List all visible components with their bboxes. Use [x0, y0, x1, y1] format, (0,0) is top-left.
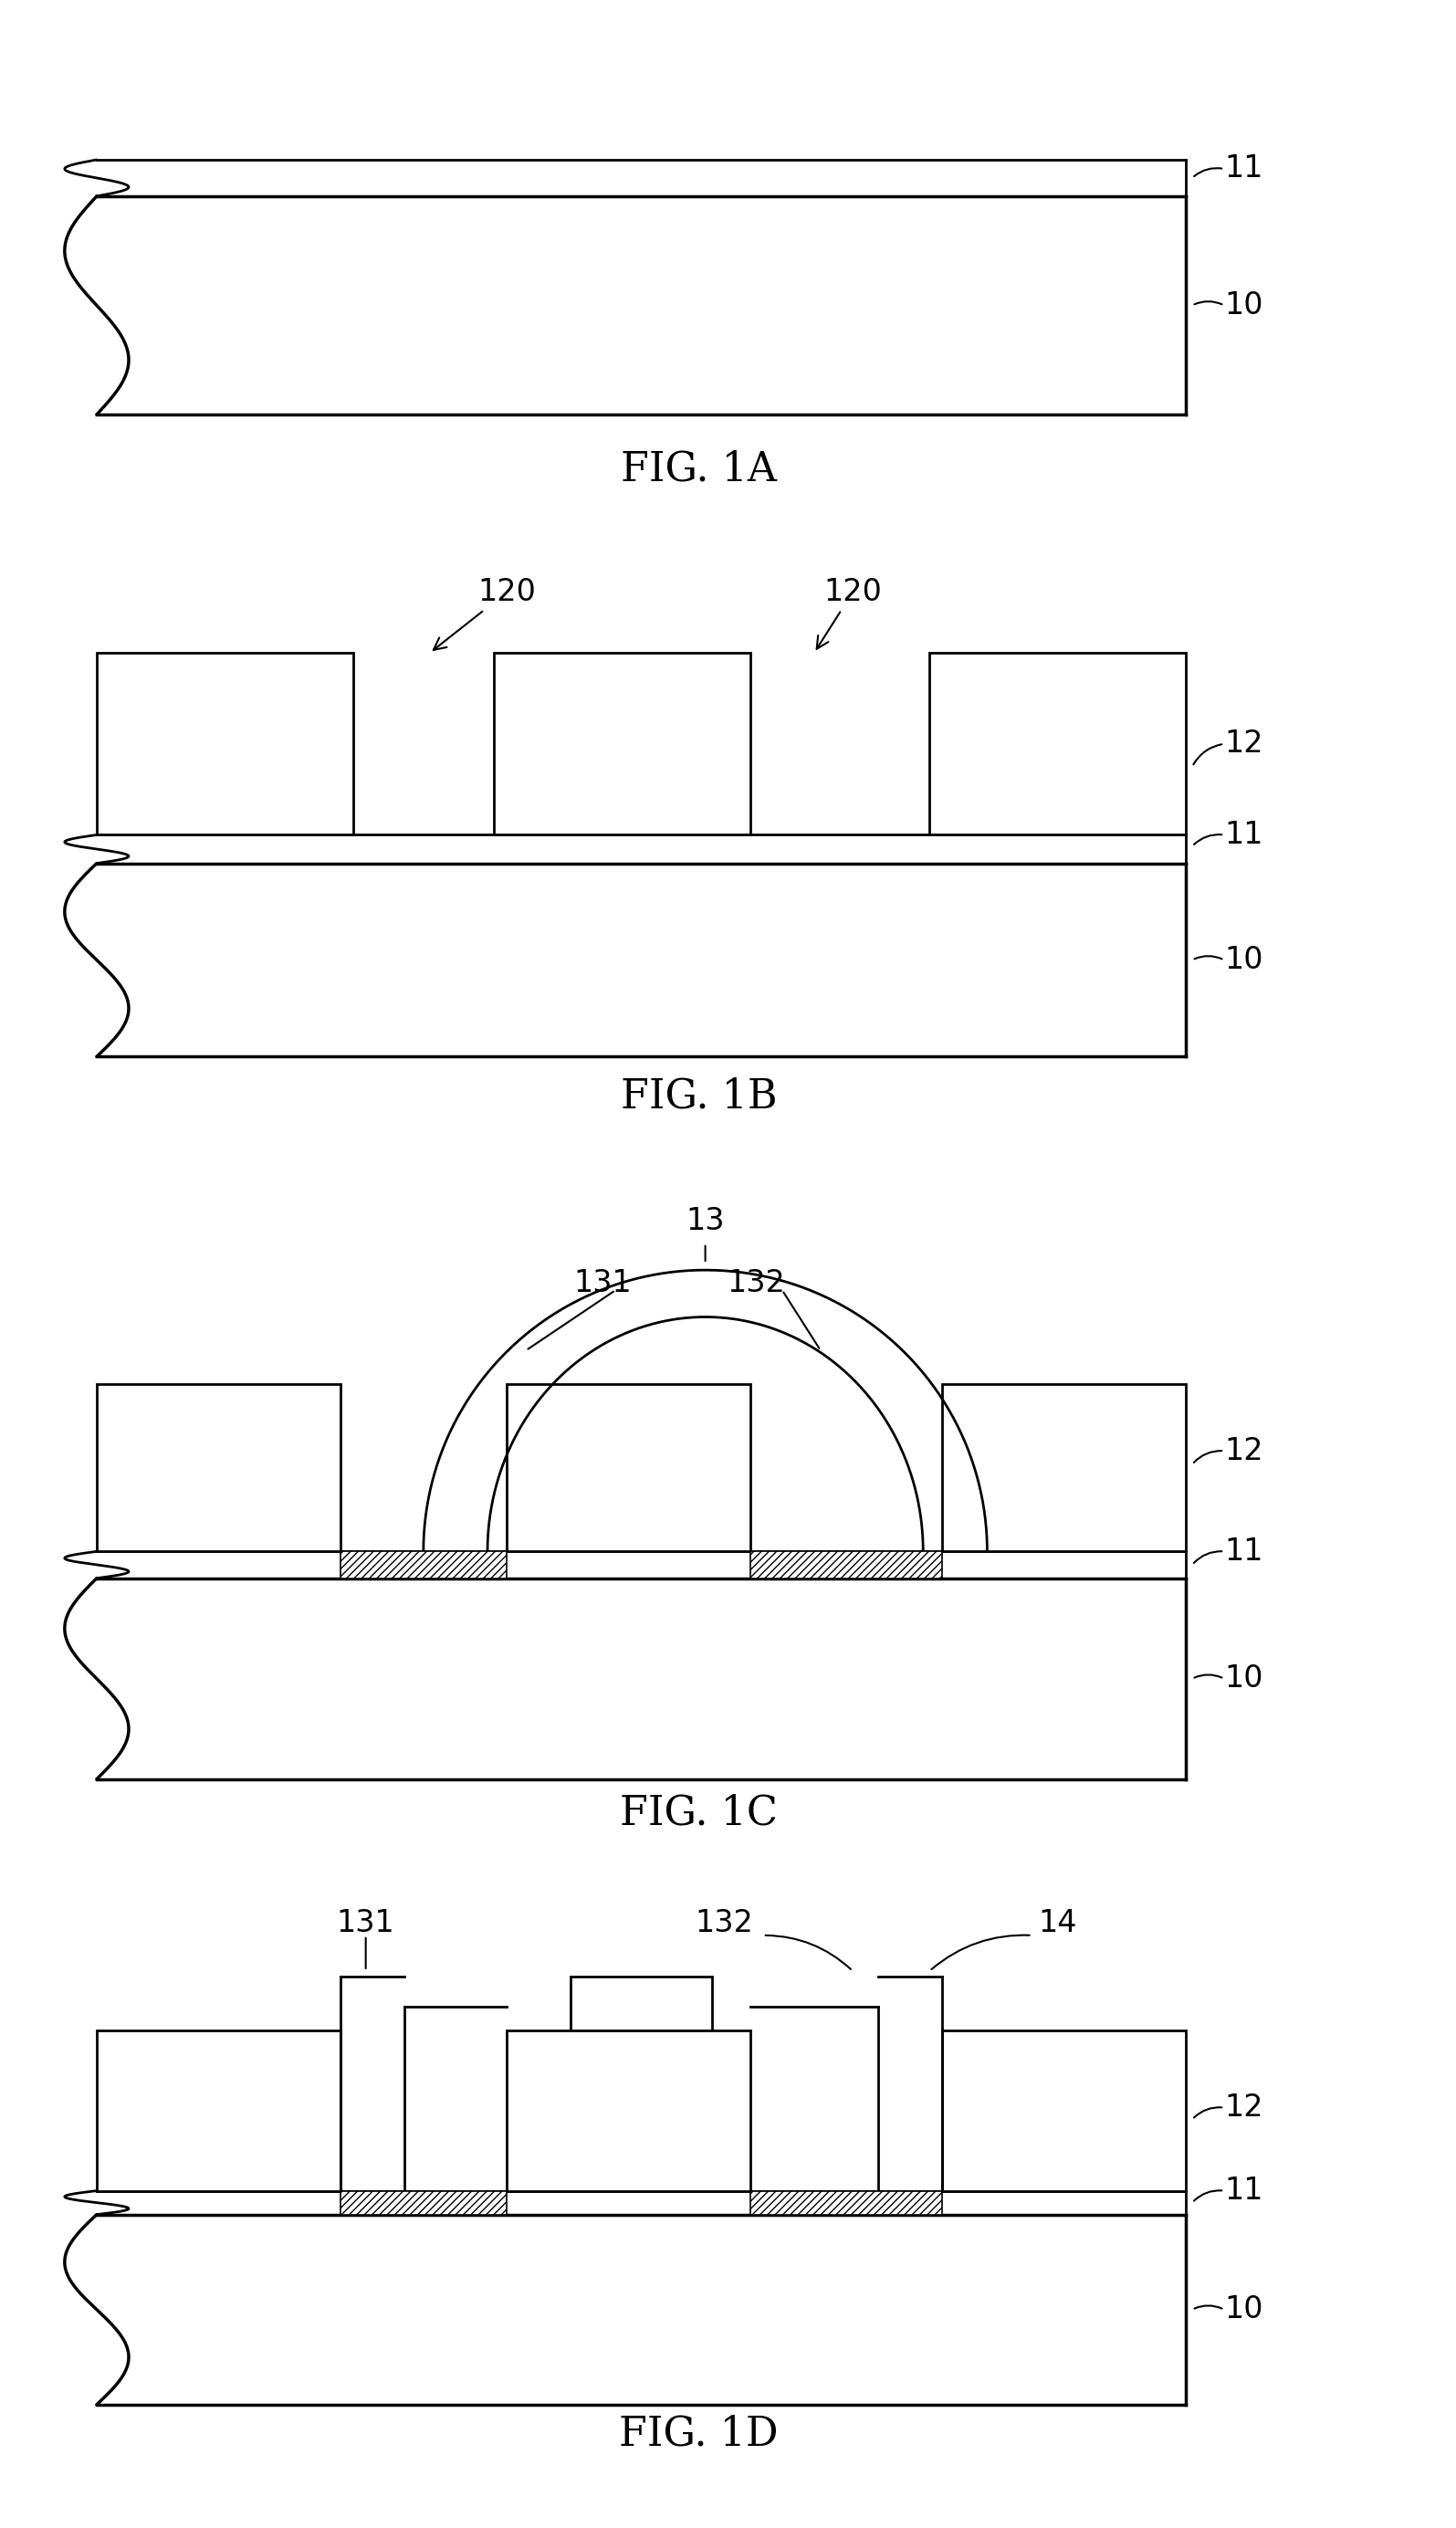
Text: 12: 12: [1224, 2093, 1264, 2124]
Bar: [494, 652, 750, 834]
Text: 11: 11: [1224, 819, 1262, 849]
Bar: [96, 1383, 341, 1552]
Text: 131: 131: [336, 1909, 395, 1939]
Text: 13: 13: [686, 1206, 725, 1236]
Text: 10: 10: [1224, 291, 1262, 321]
Bar: [571, 1977, 712, 2030]
Bar: [929, 652, 1185, 834]
Bar: [507, 1383, 750, 1552]
Text: FIG. 1D: FIG. 1D: [619, 2414, 779, 2455]
Bar: [96, 652, 352, 834]
Text: 132: 132: [728, 1269, 786, 1299]
Text: 10: 10: [1224, 1663, 1262, 1694]
Text: 11: 11: [1224, 1537, 1262, 1567]
Bar: [341, 1552, 507, 1577]
Text: 11: 11: [1224, 154, 1262, 185]
Text: 131: 131: [574, 1269, 632, 1299]
Text: FIG. 1B: FIG. 1B: [620, 1077, 778, 1117]
Text: FIG. 1A: FIG. 1A: [620, 450, 778, 488]
Bar: [942, 1383, 1185, 1552]
Bar: [750, 1552, 942, 1577]
Bar: [507, 2030, 750, 2192]
Text: 120: 120: [434, 576, 536, 650]
Text: 10: 10: [1224, 945, 1262, 976]
Text: 14: 14: [1038, 1909, 1077, 1939]
Text: 120: 120: [817, 576, 882, 650]
Bar: [341, 2192, 507, 2215]
Bar: [96, 2030, 341, 2192]
Text: 12: 12: [1224, 1436, 1264, 1466]
Bar: [942, 2030, 1185, 2192]
Text: 11: 11: [1224, 2177, 1262, 2207]
Text: 132: 132: [696, 1909, 754, 1939]
Text: FIG. 1C: FIG. 1C: [620, 1792, 778, 1833]
Bar: [750, 2192, 942, 2215]
Text: 12: 12: [1224, 728, 1264, 758]
Text: 10: 10: [1224, 2295, 1262, 2326]
